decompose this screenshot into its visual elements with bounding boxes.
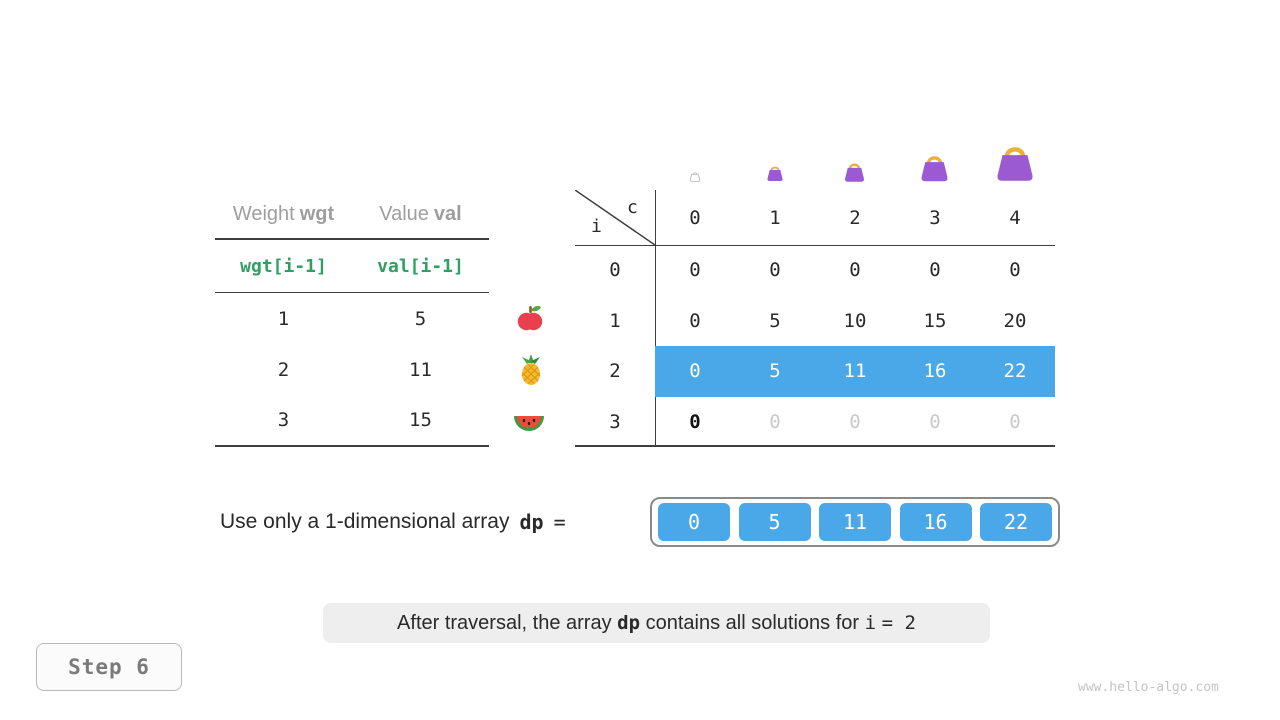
item-value: 15 bbox=[409, 409, 432, 432]
col-header-0: 0 bbox=[689, 206, 701, 229]
row-label-0: 0 bbox=[609, 259, 621, 282]
dp-table-vertical-line bbox=[655, 190, 656, 447]
caption-i: i bbox=[864, 612, 877, 634]
dp-cell-2-0: 0 bbox=[655, 346, 735, 397]
bag-icon-large bbox=[921, 156, 948, 182]
value-header-code: val bbox=[433, 202, 462, 225]
dp-cell-3-3: 0 bbox=[929, 410, 941, 433]
pineapple-icon bbox=[521, 354, 541, 385]
caption-text-1: After traversal, the array bbox=[397, 611, 612, 634]
col-header-3: 3 bbox=[929, 206, 941, 229]
weight-column-header: Weight wgt bbox=[215, 190, 352, 238]
dp-table-header-line bbox=[575, 245, 1055, 246]
dp-cell-3-4: 0 bbox=[1009, 410, 1021, 433]
value-header-text: Value bbox=[379, 202, 429, 225]
dp-cell-1-2: 10 bbox=[843, 309, 867, 332]
dp-code-label: dp bbox=[519, 510, 544, 534]
dp-cell-1-1: 5 bbox=[769, 309, 781, 332]
caption-dp: dp bbox=[617, 612, 641, 634]
diagonal-divider bbox=[575, 190, 655, 245]
dp-cell-0-2: 0 bbox=[849, 259, 861, 282]
item-weight: 1 bbox=[277, 307, 290, 330]
dp-array-box: 0 5 11 16 22 bbox=[650, 497, 1060, 547]
weight-header-code: wgt bbox=[299, 202, 335, 225]
dp-array-cell-4: 22 bbox=[980, 503, 1052, 541]
dp-cell-2-1: 5 bbox=[735, 346, 815, 397]
dp-cell-2-2: 11 bbox=[815, 346, 895, 397]
dp-cell-0-4: 0 bbox=[1009, 259, 1021, 282]
dp-row-3: 3 0 0 0 0 0 bbox=[575, 397, 1055, 448]
dp-row-2-highlighted: 2 0 5 11 16 22 bbox=[575, 346, 1055, 397]
bag-icon-small bbox=[767, 166, 783, 182]
item-value: 5 bbox=[414, 307, 427, 330]
dp-array-cell-1: 5 bbox=[738, 503, 811, 541]
equals-sign: = bbox=[553, 510, 566, 534]
dp-cell-0-0: 0 bbox=[689, 259, 701, 282]
dp-cell-2-3: 16 bbox=[895, 346, 975, 397]
corner-label-c: c bbox=[627, 197, 638, 218]
dp-array-cell-0: 0 bbox=[658, 503, 730, 541]
corner-label-i: i bbox=[591, 216, 602, 237]
row-label-3: 3 bbox=[609, 410, 621, 433]
weight-header-text: Weight bbox=[232, 202, 295, 225]
dp-row-1: 1 0 5 10 15 20 bbox=[575, 296, 1055, 347]
row-label-2: 2 bbox=[609, 360, 621, 383]
item-weight: 3 bbox=[277, 409, 290, 432]
dp-cell-0-3: 0 bbox=[929, 259, 941, 282]
item-value: 11 bbox=[409, 358, 432, 381]
items-table-header: Weight wgt Value val bbox=[215, 190, 489, 240]
dp-table: c i 0 1 2 3 4 0 0 0 0 0 0 1 0 5 10 bbox=[575, 190, 1055, 447]
caption-text-3: = 2 bbox=[881, 612, 916, 634]
col-header-1: 1 bbox=[769, 206, 781, 229]
wgt-formula: wgt[i-1] bbox=[240, 255, 327, 277]
item-weight: 2 bbox=[277, 358, 290, 381]
array-label: Use only a 1-dimensional array dp = bbox=[220, 497, 566, 547]
dp-rows: 0 0 0 0 0 0 1 0 5 10 15 20 2 0 5 11 16 bbox=[575, 245, 1055, 447]
col-header-4: 4 bbox=[1009, 206, 1021, 229]
dp-cell-0-1: 0 bbox=[769, 259, 781, 282]
bag-icon-xlarge bbox=[997, 147, 1033, 181]
array-label-text: Use only a 1-dimensional array bbox=[220, 510, 510, 533]
bag-icon-medium bbox=[845, 163, 864, 182]
item-row-1: 1 5 bbox=[215, 293, 489, 344]
watermelon-icon bbox=[514, 416, 544, 431]
dp-cell-3-2: 0 bbox=[849, 410, 861, 433]
step-badge: Step 6 bbox=[36, 643, 182, 691]
item-row-3: 3 15 bbox=[215, 396, 489, 447]
item-row-2: 2 11 bbox=[215, 344, 489, 395]
dp-cell-2-4: 22 bbox=[975, 346, 1055, 397]
dp-row-0: 0 0 0 0 0 0 bbox=[575, 245, 1055, 296]
dp-cell-3-0: 0 bbox=[689, 410, 701, 433]
row-label-1: 1 bbox=[609, 309, 621, 332]
value-column-header: Value val bbox=[352, 190, 489, 238]
val-formula: val[i-1] bbox=[377, 255, 464, 277]
dp-array-cell-2: 11 bbox=[819, 503, 891, 541]
dp-cell-3-1: 0 bbox=[769, 410, 781, 433]
items-table: Weight wgt Value val wgt[i-1] val[i-1] 1… bbox=[215, 190, 489, 447]
caption-box: After traversal, the array dp contains a… bbox=[323, 603, 990, 643]
items-table-formula-row: wgt[i-1] val[i-1] bbox=[215, 240, 489, 293]
dp-array-cell-3: 16 bbox=[899, 503, 972, 541]
dp-cell-1-3: 15 bbox=[923, 309, 947, 332]
dp-cell-1-4: 20 bbox=[1003, 309, 1027, 332]
dp-column-headers: 0 1 2 3 4 bbox=[655, 190, 1055, 245]
dp-table-bottom-line bbox=[575, 445, 1055, 447]
bag-icon-tiny bbox=[689, 172, 701, 182]
col-header-2: 2 bbox=[849, 206, 861, 229]
dp-cell-1-0: 0 bbox=[689, 309, 701, 332]
watermark: www.hello-algo.com bbox=[1078, 680, 1219, 695]
apple-icon bbox=[517, 306, 543, 331]
caption-text-2: contains all solutions for bbox=[645, 611, 860, 634]
